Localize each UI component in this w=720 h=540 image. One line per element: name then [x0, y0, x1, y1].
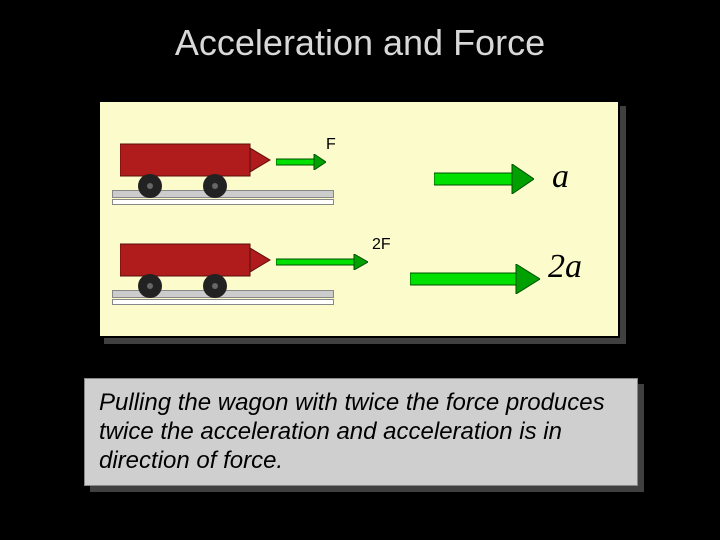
- acceleration-label: 2a: [548, 248, 582, 286]
- caption-text: Pulling the wagon with twice the force p…: [84, 378, 638, 486]
- diagram-row-2: 2F 2a: [100, 232, 618, 312]
- acceleration-arrow: [434, 164, 534, 194]
- acceleration-arrow: [410, 264, 540, 294]
- force-label: F: [326, 136, 336, 154]
- diagram-row-1: F a: [100, 132, 618, 212]
- force-arrow: [276, 154, 326, 170]
- wagon-icon: [120, 138, 275, 200]
- caption-panel: Pulling the wagon with twice the force p…: [84, 378, 638, 486]
- acceleration-label: a: [552, 158, 569, 196]
- diagram-body: F a 2F: [98, 100, 620, 338]
- slide-title: Acceleration and Force: [0, 0, 720, 64]
- wagon-icon: [120, 238, 275, 300]
- force-label: 2F: [372, 236, 391, 254]
- diagram-panel: F a 2F: [98, 100, 620, 338]
- force-arrow: [276, 254, 368, 270]
